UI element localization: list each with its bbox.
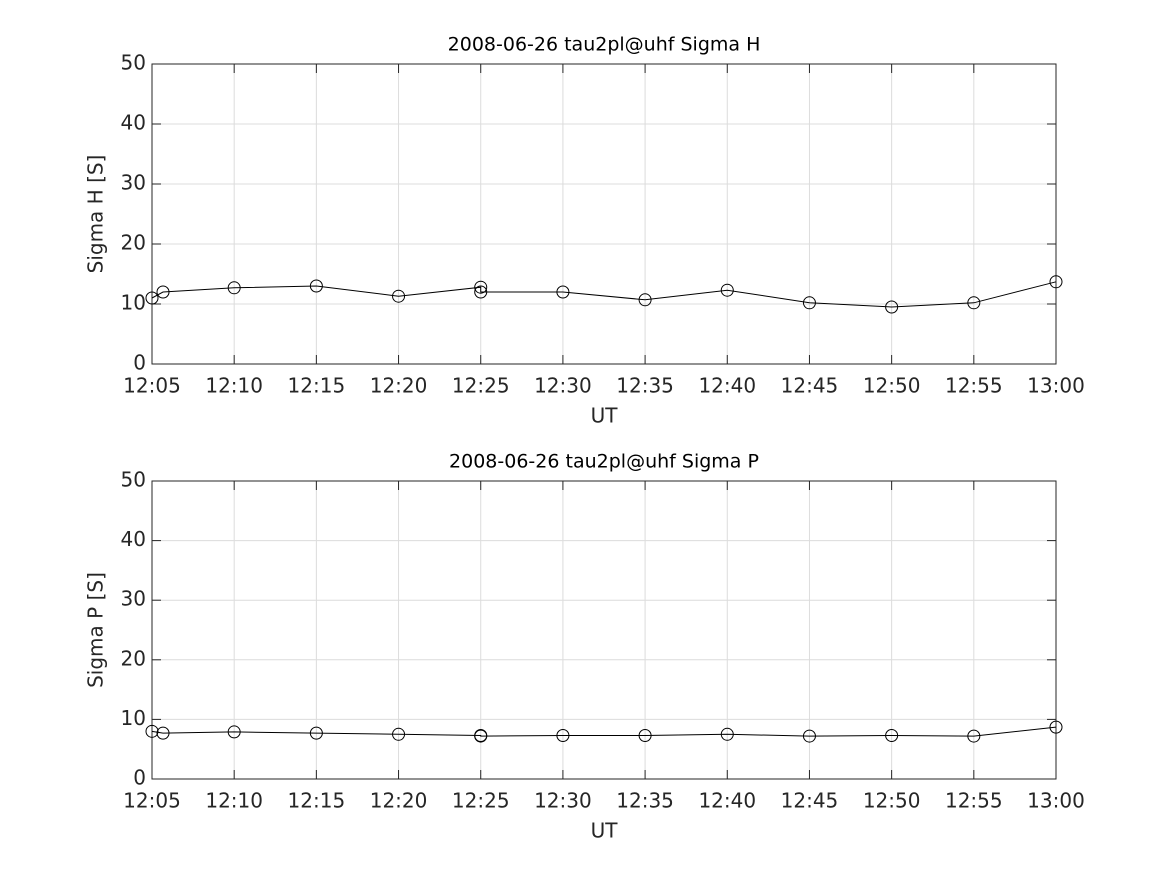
subplot: 12:05 12:10 12:15 12:20 12:25 12:30 12:35 12:40… [84,34,1085,428]
x-tick-label: 12:15 [288,789,346,813]
y-tick-label: 10 [121,291,146,315]
data-point [1049,275,1063,289]
data-point [802,729,816,743]
x-tick-label: 13:00 [1027,789,1085,813]
y-tick-label: 30 [121,171,146,195]
chart-title: 2008-06-26 tau2pl@uhf Sigma H [448,34,761,56]
y-tick-label: 0 [133,351,146,375]
plot-area [152,481,1056,779]
x-tick-label: 12:30 [534,789,592,813]
axes-box [151,480,1057,780]
data-point [1049,720,1063,734]
data-point [156,285,170,299]
data-point [556,728,570,742]
y-tick-label: 40 [121,111,146,135]
data-point [556,285,570,299]
data-point [156,726,170,740]
data-point [967,729,981,743]
x-tick-label: 12:45 [781,789,839,813]
x-tick-label: 12:10 [205,374,263,398]
y-tick-label: 10 [121,706,146,730]
data-point [885,300,899,314]
x-tick-label: 12:40 [698,374,756,398]
y-axis-label: Sigma P [S] [84,572,108,688]
x-tick-label: 12:20 [370,789,428,813]
data-point [885,728,899,742]
data-point [474,280,488,294]
y-tick-label: 50 [121,51,146,75]
x-tick-label: 12:50 [863,374,921,398]
x-tick-label: 12:15 [288,374,346,398]
data-point [145,724,159,738]
data-point [967,296,981,310]
data-point [227,281,241,295]
data-point [309,279,323,293]
chart-title: 2008-06-26 tau2pl@uhf Sigma P [449,451,759,473]
x-tick-label: 12:05 [123,374,181,398]
data-point [309,726,323,740]
data-point [474,285,488,299]
data-point [474,729,488,743]
y-axis-label: Sigma H [S] [84,155,108,274]
x-tick-label: 12:40 [698,789,756,813]
x-tick-label: 12:50 [863,789,921,813]
data-point [720,727,734,741]
x-tick-label: 12:55 [945,789,1003,813]
y-tick-label: 20 [121,231,146,255]
data-point [802,296,816,310]
x-tick-label: 12:20 [370,374,428,398]
axes-box [151,63,1057,365]
x-tick-label: 12:35 [616,374,674,398]
y-tick-label: 20 [121,646,146,670]
x-tick-label: 12:35 [616,789,674,813]
x-axis-label: UT [591,404,619,428]
x-tick-label: 12:30 [534,374,592,398]
data-point [145,291,159,305]
data-point [392,727,406,741]
y-tick-label: 50 [121,468,146,492]
plot-area [152,64,1056,364]
x-tick-label: 12:45 [781,374,839,398]
y-tick-label: 30 [121,587,146,611]
x-tick-label: 12:05 [123,789,181,813]
y-tick-label: 40 [121,527,146,551]
y-tick-label: 0 [133,766,146,790]
data-point [638,728,652,742]
x-tick-label: 12:25 [452,374,510,398]
x-tick-label: 13:00 [1027,374,1085,398]
data-point [720,283,734,297]
x-tick-label: 12:25 [452,789,510,813]
x-tick-label: 12:55 [945,374,1003,398]
data-line [151,281,1057,308]
data-line [151,726,1057,737]
x-tick-label: 12:10 [205,789,263,813]
data-point [392,289,406,303]
subplot: 12:05 12:10 12:15 12:20 12:25 12:30 12:35 12:40… [84,451,1085,843]
data-point [638,293,652,307]
x-axis-label: UT [591,819,619,843]
data-point [227,725,241,739]
